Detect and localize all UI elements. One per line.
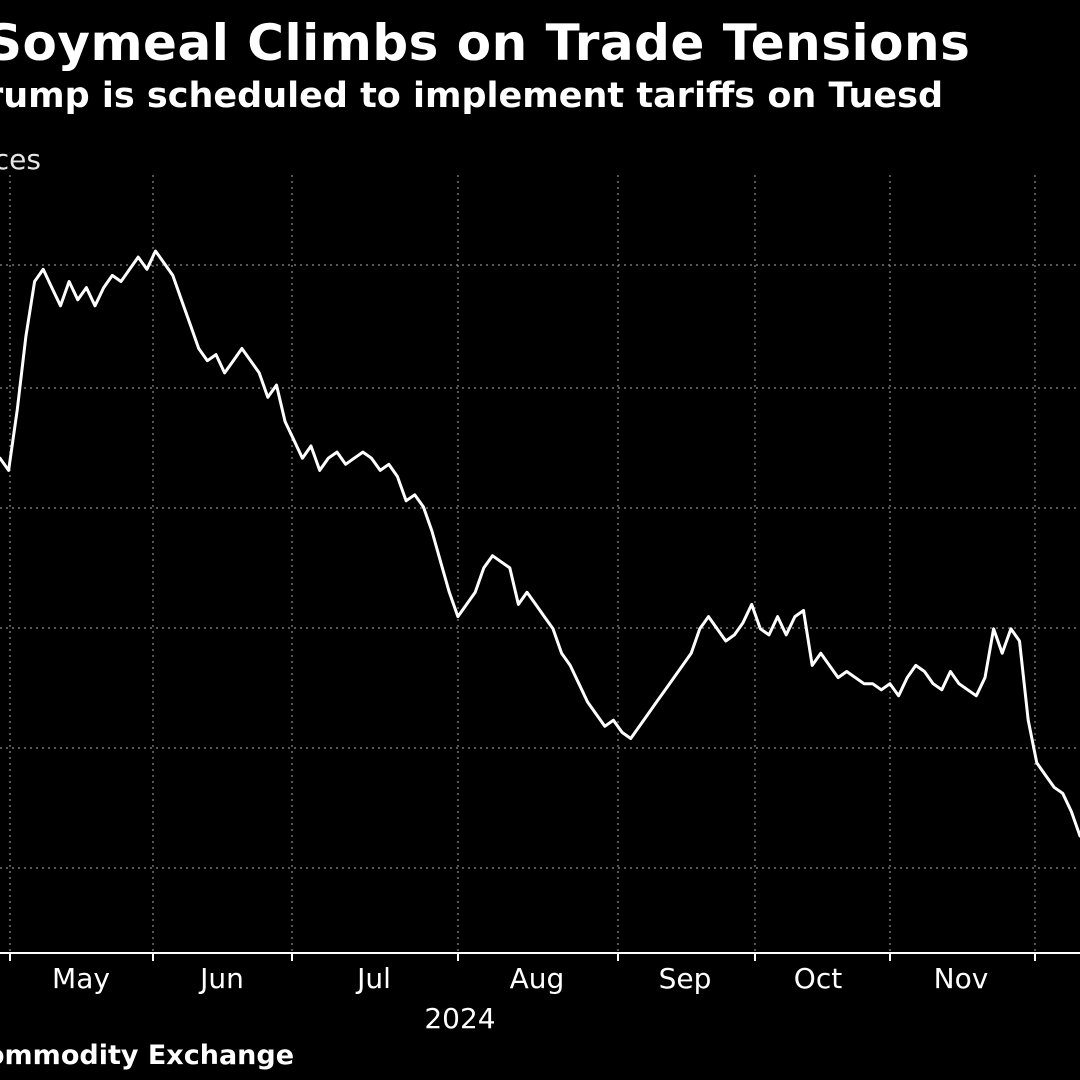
series-line-soymeal: [0, 249, 1080, 838]
series-layer: [0, 249, 1080, 838]
source-note: ommodity Exchange: [0, 1040, 295, 1071]
x-tick-label-nov: Nov: [934, 962, 989, 995]
grid-layer: [0, 175, 1080, 953]
chart-subtitle: rump is scheduled to implement tariffs o…: [0, 76, 944, 116]
x-tick-label-sep: Sep: [659, 962, 712, 995]
x-tick-label-jul: Jul: [355, 962, 391, 995]
x-tick-label-aug: Aug: [510, 962, 565, 995]
x-tick-labels: May Jun Jul Aug Sep Oct Nov 2024: [52, 962, 988, 1035]
x-year-label: 2024: [424, 1002, 495, 1035]
y-axis-label: ices: [0, 143, 41, 176]
x-tick-label-may: May: [52, 962, 110, 995]
x-tick-label-jun: Jun: [198, 962, 244, 995]
x-axis: [0, 952, 1080, 961]
x-tick-label-oct: Oct: [794, 962, 842, 995]
chart-title: Soymeal Climbs on Trade Tensions: [0, 14, 971, 72]
